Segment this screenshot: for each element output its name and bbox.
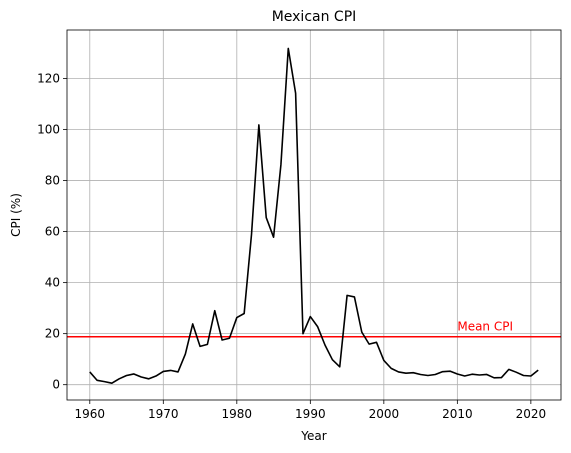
series-line xyxy=(89,47,539,384)
y-axis-label: CPI (%) xyxy=(9,193,23,237)
series-group xyxy=(89,47,539,384)
x-tick-label: 1980 xyxy=(222,407,253,421)
y-tick-label: 0 xyxy=(52,378,60,392)
y-tick-label: 100 xyxy=(37,123,60,137)
grid-lines xyxy=(67,30,561,400)
x-tick-label: 2020 xyxy=(516,407,547,421)
x-tick-label: 1970 xyxy=(148,407,179,421)
mean-line-label: Mean CPI xyxy=(457,320,513,334)
x-tick-label: 2010 xyxy=(442,407,473,421)
x-tick-label: 1960 xyxy=(75,407,106,421)
x-axis-label: Year xyxy=(300,429,326,443)
y-tick-label: 120 xyxy=(37,71,60,85)
y-axis-ticks: 0 20 40 60 80 100 120 xyxy=(37,71,67,392)
y-tick-label: 20 xyxy=(45,327,60,341)
y-tick-label: 40 xyxy=(45,276,60,290)
chart-title: Mexican CPI xyxy=(272,9,357,25)
x-tick-label: 1990 xyxy=(295,407,326,421)
x-tick-label: 2000 xyxy=(369,407,400,421)
plot-frame xyxy=(66,29,562,401)
x-axis-ticks: 1960 1970 1980 1990 2000 2010 2020 xyxy=(75,400,547,421)
y-tick-label: 60 xyxy=(45,225,60,239)
y-tick-label: 80 xyxy=(45,174,60,188)
